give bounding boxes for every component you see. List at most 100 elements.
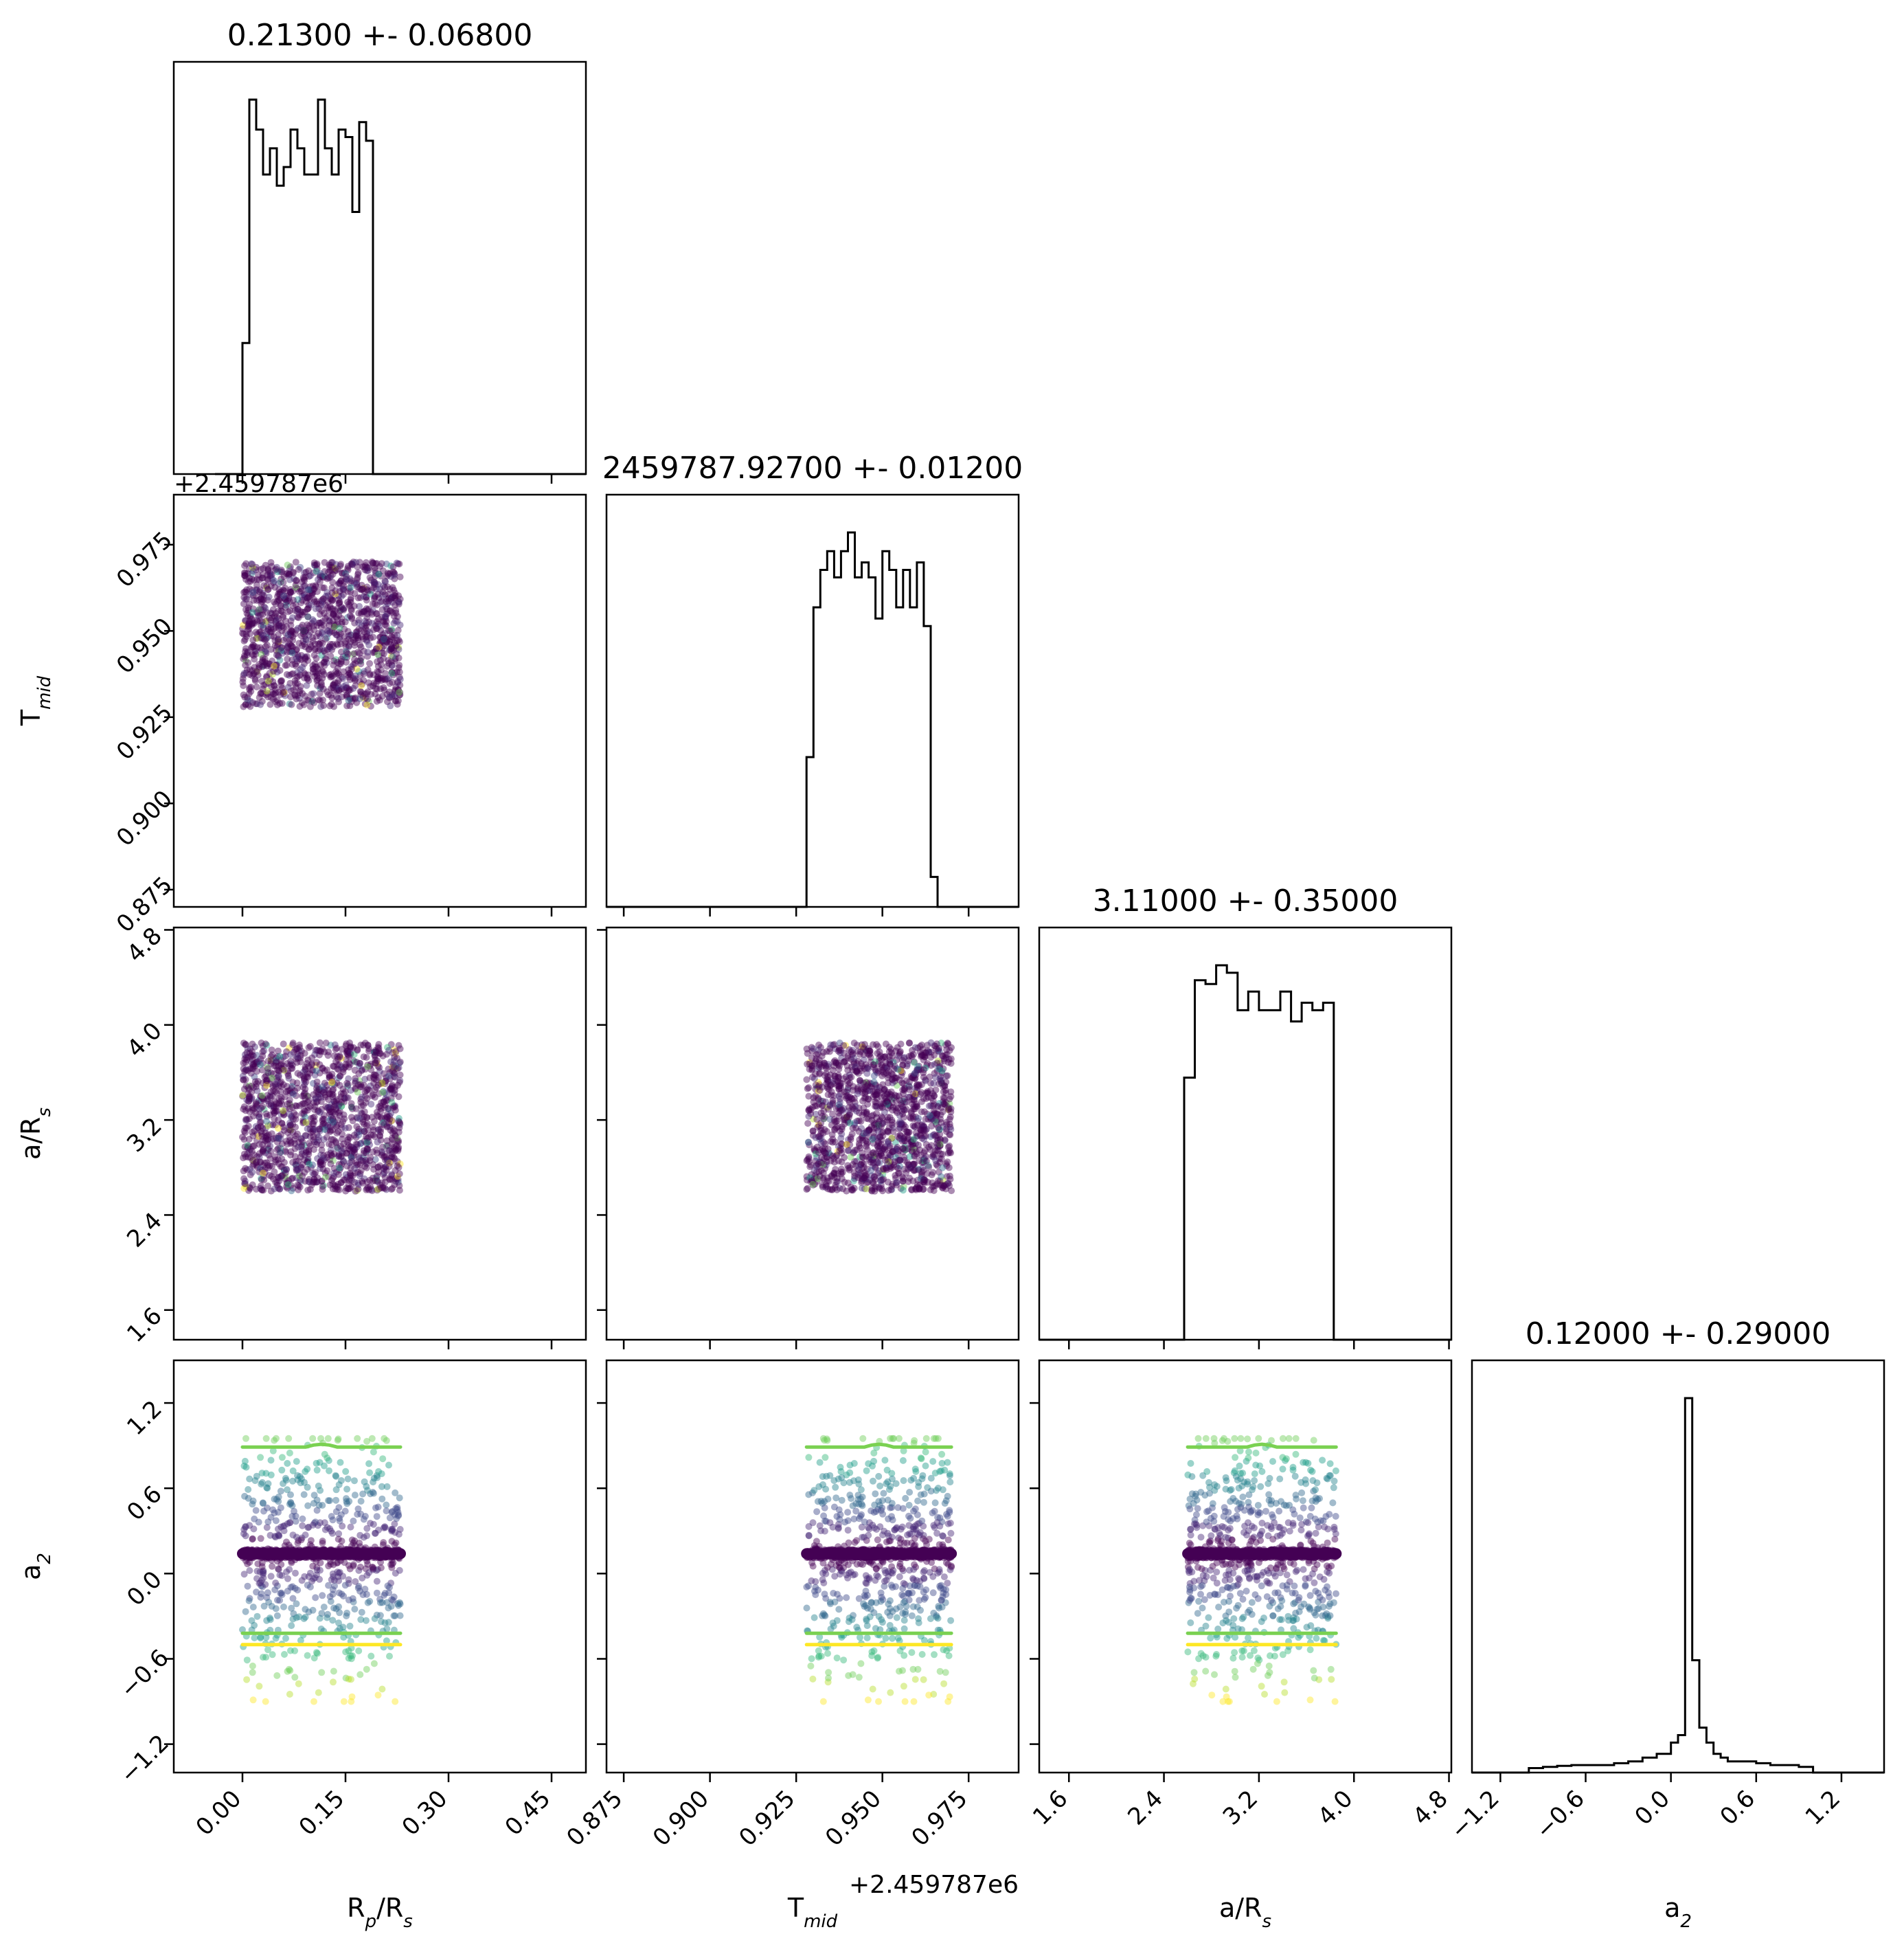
sample-point bbox=[823, 1048, 830, 1055]
sample-point bbox=[291, 691, 299, 699]
sample-point bbox=[277, 1135, 284, 1143]
sample-point bbox=[372, 1046, 379, 1054]
sample-point bbox=[254, 1124, 262, 1132]
sample-point bbox=[240, 572, 248, 579]
sample-point bbox=[266, 669, 273, 677]
sample-point bbox=[384, 1114, 392, 1121]
sample-point bbox=[263, 1077, 271, 1085]
sample-point bbox=[900, 1086, 908, 1093]
sample-point bbox=[253, 1588, 260, 1596]
sample-point bbox=[387, 1041, 395, 1048]
sample-point bbox=[309, 583, 317, 589]
sample-point bbox=[363, 567, 370, 574]
sample-point bbox=[391, 1127, 398, 1134]
sample-point bbox=[262, 1125, 269, 1132]
sample-point bbox=[829, 1099, 837, 1106]
sample-point bbox=[289, 1129, 297, 1136]
sample-point bbox=[907, 1110, 915, 1117]
sample-point bbox=[257, 565, 264, 573]
sample-point bbox=[320, 659, 328, 666]
sample-point bbox=[372, 622, 379, 629]
sample-point bbox=[868, 1184, 876, 1192]
sample-point bbox=[376, 622, 383, 630]
sample-point bbox=[277, 575, 285, 583]
sample-point bbox=[843, 1113, 851, 1121]
sample-point bbox=[286, 1126, 293, 1134]
sample-point bbox=[264, 1131, 272, 1138]
sample-point bbox=[299, 664, 306, 671]
sample-point bbox=[385, 1157, 392, 1165]
sample-point bbox=[325, 627, 332, 635]
sample-point bbox=[249, 619, 257, 627]
sample-point bbox=[360, 1053, 367, 1061]
sample-point bbox=[282, 1105, 289, 1113]
sample-point bbox=[280, 1127, 288, 1134]
sample-point bbox=[852, 1162, 860, 1170]
sample-point bbox=[294, 1167, 302, 1174]
sample-point bbox=[367, 683, 374, 690]
sample-point bbox=[334, 679, 341, 687]
sample-point bbox=[890, 1065, 898, 1072]
sample-point bbox=[286, 576, 293, 583]
sample-point bbox=[299, 627, 307, 635]
sample-point bbox=[275, 646, 282, 653]
sample-point bbox=[316, 611, 324, 618]
sample-point bbox=[313, 672, 321, 679]
sample-point bbox=[360, 593, 367, 600]
sample-point bbox=[335, 1171, 342, 1178]
sample-point bbox=[918, 1081, 925, 1088]
sample-point bbox=[354, 571, 361, 578]
sample-point bbox=[327, 673, 335, 681]
sample-point bbox=[267, 621, 275, 629]
sample-point bbox=[806, 1066, 813, 1073]
sample-point bbox=[258, 591, 266, 598]
sample-point bbox=[857, 1161, 865, 1168]
sample-point bbox=[885, 1150, 892, 1158]
sample-point bbox=[272, 1156, 280, 1164]
sample-point bbox=[330, 1169, 337, 1177]
sample-point bbox=[282, 1169, 289, 1177]
sample-point bbox=[355, 625, 363, 633]
sample-point bbox=[242, 701, 249, 708]
sample-point bbox=[845, 1147, 852, 1154]
sample-point bbox=[885, 1044, 893, 1051]
sample-point bbox=[247, 1065, 254, 1072]
sample-point bbox=[820, 1115, 828, 1123]
sample-point bbox=[823, 1127, 830, 1135]
sample-point bbox=[341, 686, 348, 693]
sample-point bbox=[944, 1180, 952, 1187]
sample-point bbox=[255, 612, 262, 620]
sample-point bbox=[333, 1129, 341, 1137]
sample-point bbox=[831, 1057, 839, 1064]
sample-point bbox=[296, 1183, 304, 1191]
sample-point bbox=[263, 1112, 271, 1120]
sample-point bbox=[389, 679, 396, 686]
sample-point bbox=[297, 1163, 305, 1171]
sample-point bbox=[386, 1075, 394, 1083]
sample-point bbox=[328, 563, 336, 571]
sample-point bbox=[277, 1078, 285, 1086]
sample-point bbox=[909, 1177, 917, 1184]
sample-point bbox=[340, 605, 348, 612]
sample-point bbox=[907, 1072, 915, 1080]
sample-point bbox=[326, 1128, 334, 1136]
sample-point bbox=[306, 1142, 314, 1149]
sample-point bbox=[240, 1184, 248, 1192]
sample-point bbox=[324, 575, 331, 583]
sample-point bbox=[282, 1148, 289, 1156]
sample-point bbox=[330, 610, 337, 618]
sample-point bbox=[946, 1149, 953, 1156]
sample-point bbox=[273, 697, 281, 704]
sample-point bbox=[249, 564, 256, 572]
sample-point bbox=[313, 663, 320, 671]
sample-point bbox=[242, 662, 249, 669]
sample-point bbox=[396, 596, 404, 603]
sample-point bbox=[883, 1118, 890, 1125]
sample-point bbox=[306, 586, 313, 594]
sample-point bbox=[876, 1057, 883, 1065]
sample-point bbox=[267, 582, 275, 589]
sample-point bbox=[381, 675, 389, 683]
sample-point bbox=[324, 1052, 332, 1059]
sample-point bbox=[310, 665, 317, 673]
sample-point bbox=[259, 1059, 267, 1067]
